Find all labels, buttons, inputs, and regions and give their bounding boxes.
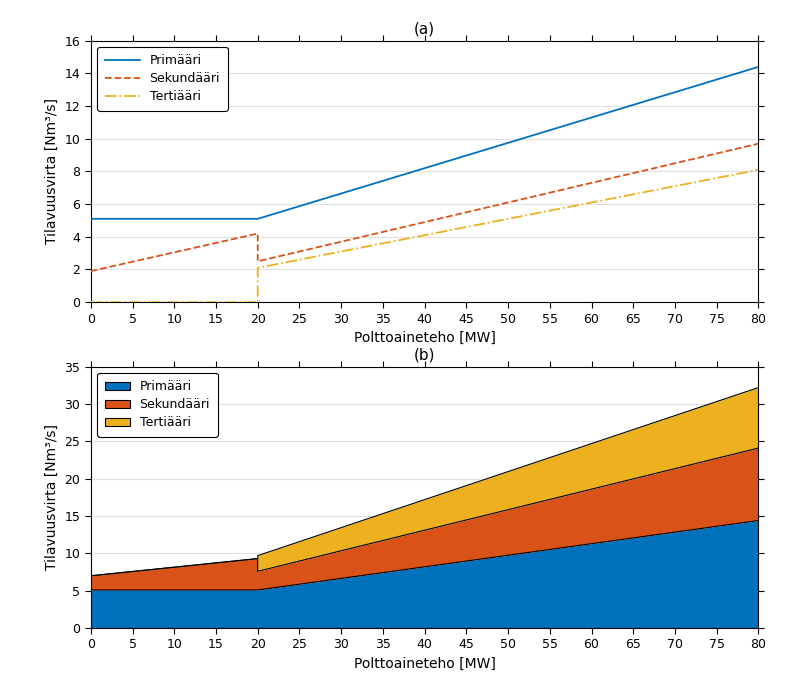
- Sekundääri: [253, 257, 262, 265]
- Tertiääri: [754, 166, 763, 174]
- Primääri: [253, 215, 262, 223]
- X-axis label: Polttoaineteho [MW]: Polttoaineteho [MW]: [354, 331, 495, 345]
- Title: (a): (a): [414, 22, 435, 37]
- X-axis label: Polttoaineteho [MW]: Polttoaineteho [MW]: [354, 657, 495, 671]
- Line: Primääri: Primääri: [91, 67, 758, 219]
- Sekundääri: [86, 267, 96, 275]
- Tertiääri: [253, 298, 262, 306]
- Primääri: [86, 215, 96, 223]
- Legend: Primääri, Sekundääri, Tertiääri: Primääri, Sekundääri, Tertiääri: [97, 373, 217, 437]
- Primääri: [253, 215, 262, 223]
- Tertiääri: [86, 298, 96, 306]
- Primääri: [754, 62, 763, 71]
- Sekundääri: [253, 230, 262, 238]
- Y-axis label: Tilavuusvirta [Nm³/s]: Tilavuusvirta [Nm³/s]: [45, 424, 59, 570]
- Sekundääri: [754, 140, 763, 148]
- Line: Tertiääri: Tertiääri: [91, 170, 758, 302]
- Y-axis label: Tilavuusvirta [Nm³/s]: Tilavuusvirta [Nm³/s]: [45, 98, 59, 244]
- Tertiääri: [253, 263, 262, 272]
- Line: Sekundääri: Sekundääri: [91, 144, 758, 271]
- Legend: Primääri, Sekundääri, Tertiääri: Primääri, Sekundääri, Tertiääri: [97, 47, 228, 111]
- Title: (b): (b): [414, 348, 435, 363]
